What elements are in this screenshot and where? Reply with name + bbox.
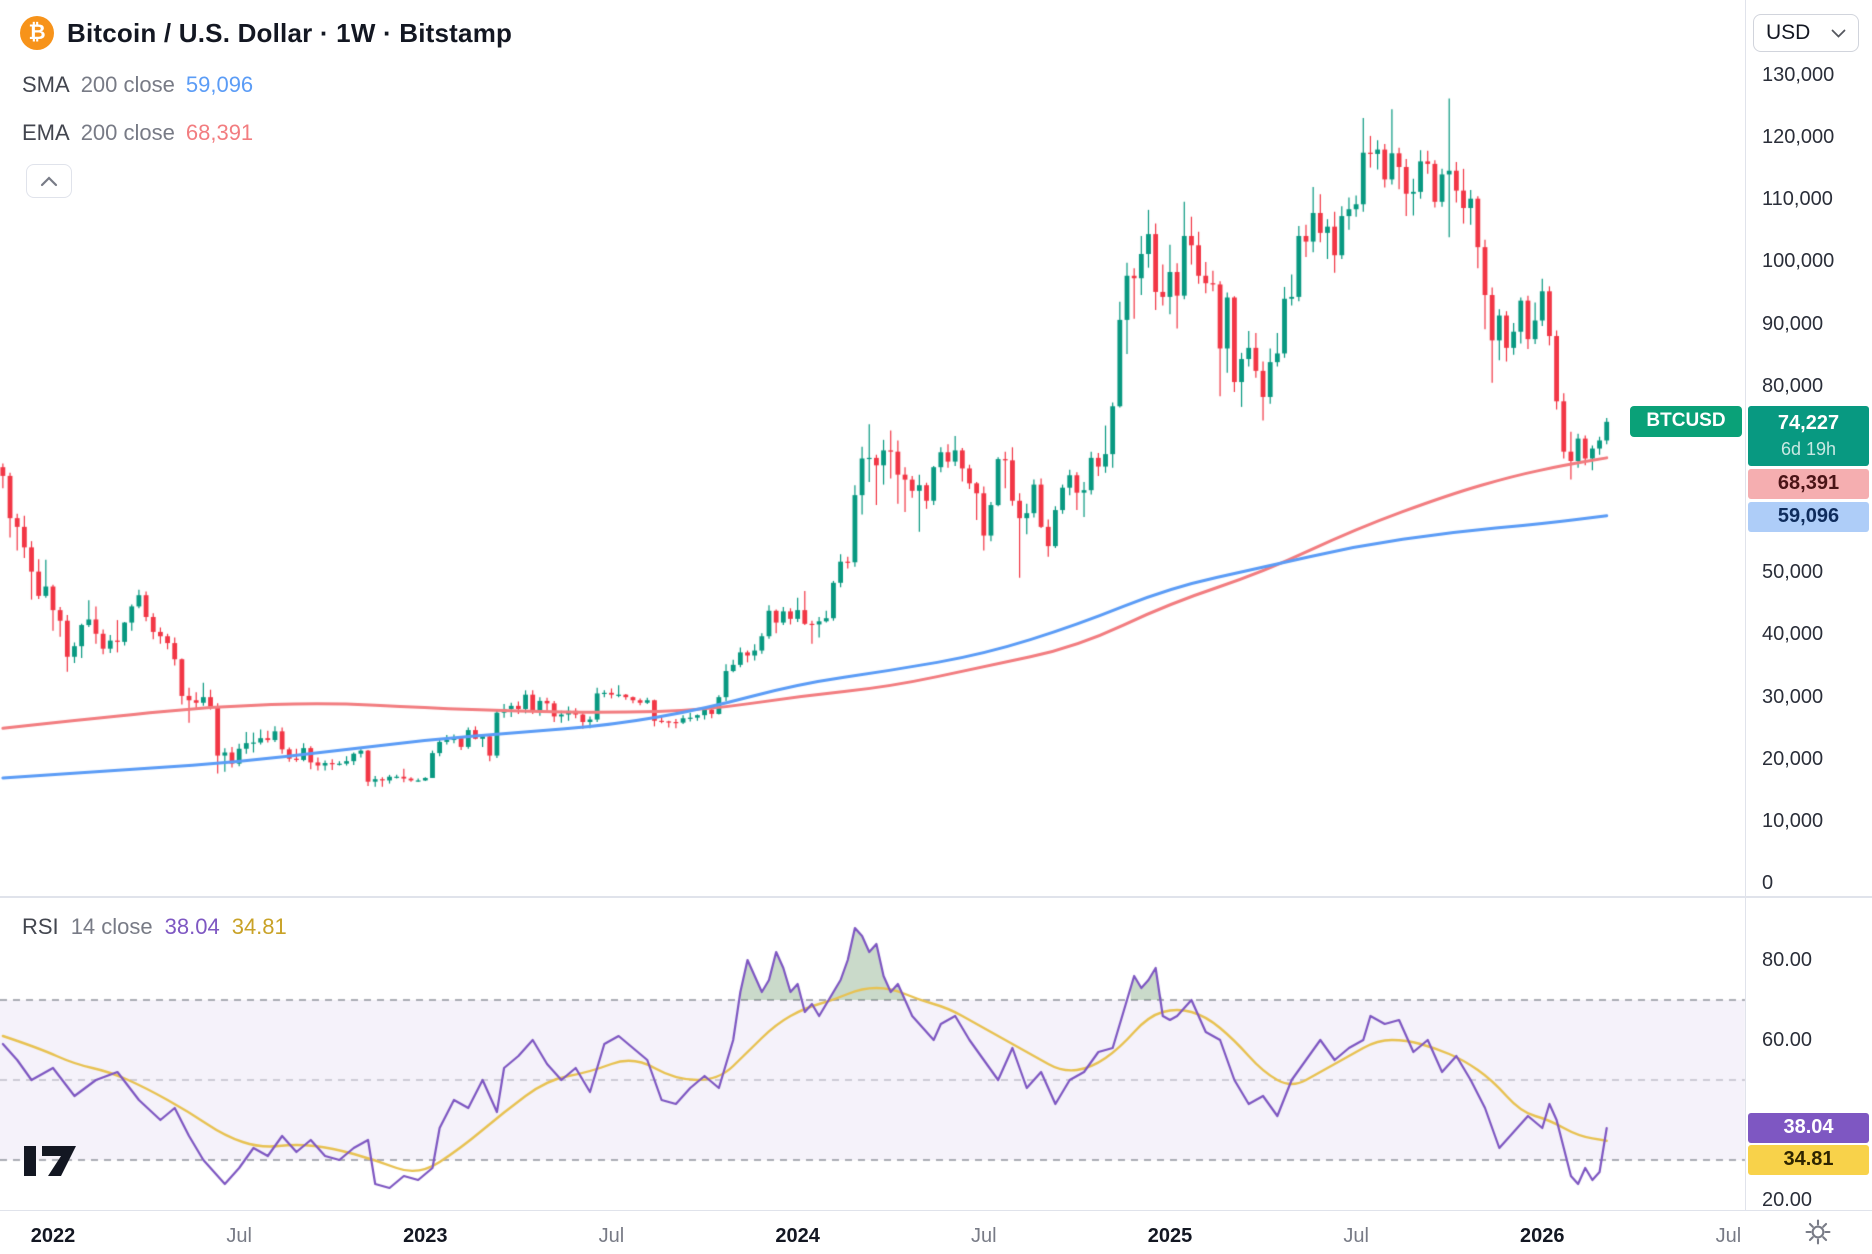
price-axis-label: 110,000	[1762, 188, 1833, 211]
time-axis-border	[0, 1210, 1872, 1211]
rsi-indicator-row[interactable]: RSI 14 close 38.04 34.81	[22, 914, 287, 940]
price-axis-label: 50,000	[1762, 561, 1824, 584]
time-axis-label: 2024	[775, 1225, 820, 1247]
rsi-label: RSI	[22, 914, 59, 939]
rsi-params: 14 close	[70, 914, 153, 939]
time-axis-label: 2023	[403, 1225, 448, 1247]
tradingview-logo-icon	[24, 1146, 76, 1176]
currency-selector[interactable]: USD	[1753, 14, 1859, 52]
price-axis-label: 120,000	[1762, 126, 1835, 149]
symbol-title[interactable]: Bitcoin / U.S. Dollar · 1W · Bitstamp	[67, 17, 513, 48]
time-axis-label: 2026	[1520, 1225, 1565, 1247]
price-axis-label: 100,000	[1762, 250, 1835, 273]
chevron-up-icon	[40, 175, 58, 186]
sma-price-badge: 59,096	[1748, 501, 1869, 532]
ema-params: 200 close	[80, 120, 175, 145]
bitcoin-icon: ₿	[20, 16, 54, 50]
last-price-value: 74,227	[1777, 411, 1840, 434]
pane-divider[interactable]	[0, 896, 1872, 898]
price-axis-border	[1745, 0, 1746, 1210]
last-price-badge: 74,227 6d 19h	[1748, 405, 1869, 466]
time-axis-label: 2025	[1147, 1225, 1193, 1247]
tradingview-logo[interactable]	[22, 1140, 84, 1185]
rsi-axis-label: 20.00	[1762, 1189, 1813, 1211]
sma-value: 59,096	[185, 72, 254, 97]
time-axis-label: Jul	[971, 1225, 997, 1247]
ema-label: EMA	[22, 120, 70, 145]
price-axis-label: 10,000	[1762, 809, 1824, 832]
time-axis-label: 2022	[30, 1225, 76, 1247]
price-axis-label: 40,000	[1762, 623, 1824, 646]
time-axis-label: Jul	[1343, 1225, 1369, 1247]
sma-label: SMA	[22, 72, 70, 97]
symbol-legend[interactable]: ₿ Bitcoin / U.S. Dollar · 1W · Bitstamp	[20, 16, 512, 50]
time-axis-label: Jul	[226, 1225, 252, 1247]
chevron-down-icon	[1831, 29, 1846, 38]
time-axis-label: Jul	[598, 1225, 625, 1247]
sma-params: 200 close	[80, 72, 175, 97]
price-axis-label: 80,000	[1762, 374, 1824, 397]
ema-indicator-row[interactable]: EMA 200 close 68,391	[22, 120, 253, 146]
price-axis-label: 130,000	[1762, 63, 1835, 86]
rsi-axis-label: 80.00	[1762, 949, 1813, 971]
bar-countdown: 6d 19h	[1780, 438, 1837, 459]
sma-indicator-row[interactable]: SMA 200 close 59,096	[22, 72, 253, 98]
currency-label: USD	[1766, 21, 1811, 44]
symbol-price-tag: BTCUSD	[1630, 405, 1742, 437]
time-axis-settings-gear-icon[interactable]	[1804, 1218, 1832, 1246]
price-axis-label: 0	[1762, 872, 1774, 894]
time-axis-label: Jul	[1715, 1225, 1742, 1247]
price-axis-label: 20,000	[1762, 747, 1824, 770]
rsi-value: 38.04	[164, 914, 220, 939]
rsi-ma-axis-badge: 34.81	[1748, 1144, 1869, 1175]
collapse-indicators-button[interactable]	[26, 164, 72, 198]
rsi-ma-value: 34.81	[231, 914, 287, 939]
rsi-axis-badge: 38.04	[1748, 1112, 1869, 1143]
ema-value: 68,391	[185, 120, 254, 145]
price-axis-label: 90,000	[1762, 312, 1824, 335]
ema-price-badge: 68,391	[1748, 468, 1869, 499]
price-axis-label: 30,000	[1762, 685, 1824, 708]
rsi-axis-label: 60.00	[1762, 1029, 1813, 1051]
